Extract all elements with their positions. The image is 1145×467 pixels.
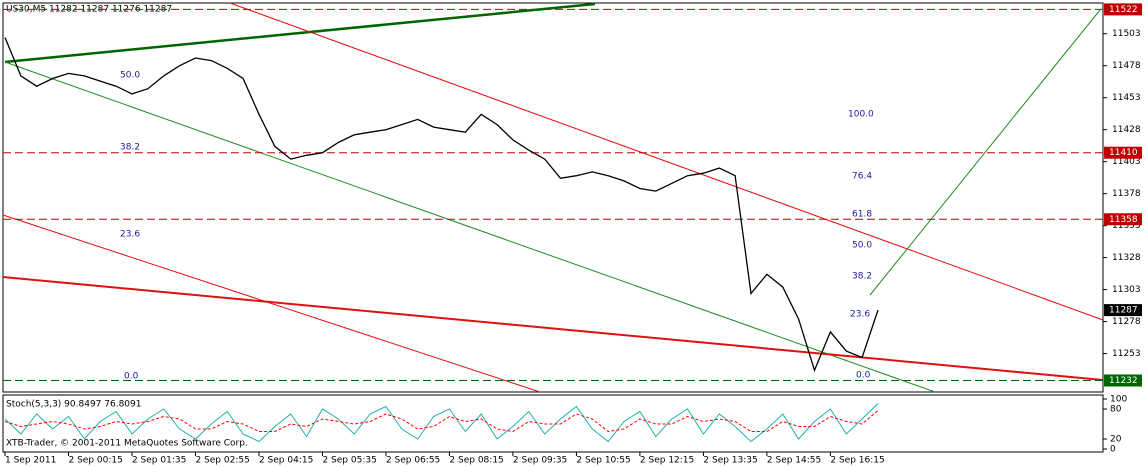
level-label: 11522 [1109,5,1138,15]
y-tick-label: 11403 [1112,157,1141,167]
fib-label: 61.8 [852,210,872,220]
main-frame [2,2,1104,393]
x-tick-label: 2 Sep 16:15 [830,456,884,466]
stoch-line [4,403,879,443]
y-tick-label: 11378 [1112,189,1141,199]
x-tick-label: 2 Sep 02:55 [195,456,249,466]
y-tick-label: 11503 [1112,29,1141,39]
y-tick-label: 20 [1110,435,1122,445]
y-tick-label: 0 [1110,445,1116,455]
x-tick-label: 2 Sep 00:15 [68,456,122,466]
y-tick-label: 11353 [1112,221,1141,231]
trendline [4,61,936,393]
trendline [229,2,1104,321]
level-box [1104,374,1142,387]
fib-label: 0.0 [124,372,139,382]
x-tick-label: 2 Sep 10:55 [576,456,630,466]
trendline [2,214,541,393]
x-tick-label: 2 Sep 09:35 [513,456,567,466]
y-tick-label: 11278 [1112,317,1141,327]
y-tick-label: 11428 [1112,125,1141,135]
fib-label: 50.0 [120,71,140,81]
x-tick-label: 2 Sep 05:35 [322,456,376,466]
y-tick-label: 11328 [1112,253,1141,263]
level-label: 11232 [1109,376,1138,386]
fib-label: 76.4 [852,172,872,182]
y-tick-label: 11478 [1112,61,1141,71]
fib-label: 23.6 [850,310,870,320]
level-box [1104,146,1142,159]
stoch-frame [2,394,1104,453]
y-tick-label: 11253 [1112,349,1141,359]
y-tick-label: 100 [1110,395,1127,405]
fib-label: 23.6 [120,230,140,240]
fib-label: 0.0 [856,371,871,381]
fib-label: 100.0 [848,110,874,120]
level-box [1104,3,1142,16]
y-tick-label: 11303 [1112,285,1141,295]
fib-label: 38.2 [120,143,140,153]
trendline [2,276,1104,381]
x-tick-label: 2 Sep 06:55 [386,456,440,466]
level-label: 11358 [1109,215,1138,225]
level-label: 11410 [1109,148,1138,158]
x-tick-label: 1 Sep 2011 [5,456,56,466]
trendline [869,9,1101,296]
footer: XTB-Trader, © 2001-2011 MetaQuotes Softw… [6,439,248,449]
y-tick-label: 11453 [1112,93,1141,103]
x-tick-label: 2 Sep 14:55 [767,456,821,466]
y-tick-label: 80 [1110,405,1122,415]
trendline [4,2,596,64]
stoch-title: Stoch(5,3,3) 90.8497 76.8091 [6,400,141,410]
fib-label: 50.0 [852,241,872,251]
fib-label: 38.2 [852,272,872,282]
x-tick-label: 2 Sep 01:35 [132,456,186,466]
price-line [4,37,879,373]
x-tick-label: 2 Sep 13:35 [703,456,757,466]
x-tick-label: 2 Sep 12:15 [640,456,694,466]
x-tick-label: 2 Sep 08:15 [449,456,503,466]
level-label: 11287 [1109,306,1138,316]
x-tick-label: 2 Sep 04:15 [259,456,313,466]
level-box [1104,213,1142,226]
stoch-line [4,410,879,433]
level-box [1104,304,1142,317]
